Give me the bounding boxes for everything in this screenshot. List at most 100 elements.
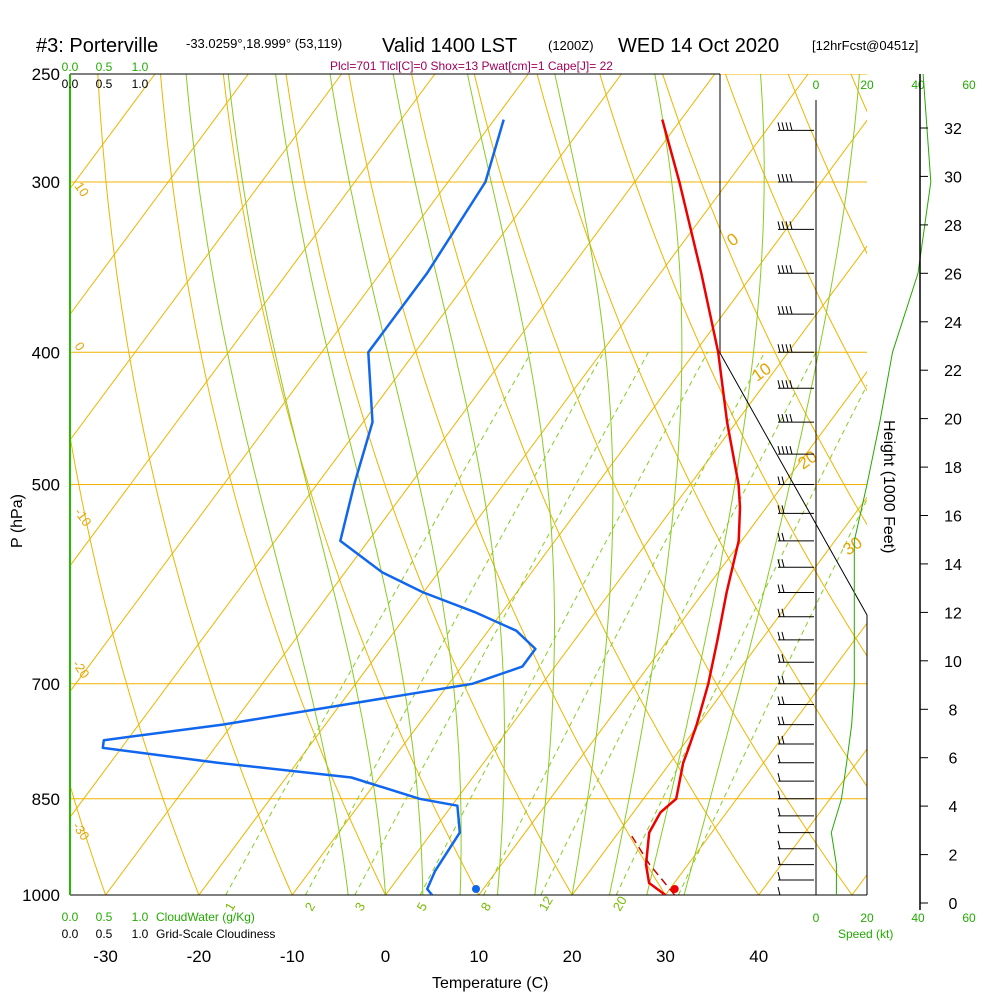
wind-barb-feather: [777, 886, 781, 896]
dry-adiabat-line: [222, 74, 480, 895]
wind-barb-feather: [777, 305, 781, 315]
wind-barb-feather: [777, 716, 781, 725]
temperature-tick-label: 20: [563, 947, 582, 966]
moist-adiabat-line: [608, 74, 683, 895]
surface-temperature-dot: [670, 885, 679, 893]
cloudwater-top-tick: 0.5: [96, 60, 113, 74]
isotherm-line: [198, 74, 809, 895]
wind-barb-feather: [785, 445, 789, 455]
cloudwater-bottom-tick: 0.0: [62, 910, 79, 924]
temperature-tick-label: 0: [381, 947, 390, 966]
wind-barb: [777, 735, 814, 745]
dewpoint-profile-line: [101, 119, 537, 895]
wind-barb-feather: [781, 608, 785, 617]
height-tick-label: 6: [949, 751, 958, 768]
mixing-ratio-label: 12: [536, 893, 556, 913]
wind-barb-feather: [777, 735, 781, 745]
height-tick-label: 4: [949, 799, 958, 816]
wind-barb-feather: [777, 265, 781, 274]
height-tick-label: 16: [944, 509, 962, 526]
dry-adiabat-line: [0, 74, 12, 895]
cloudiness-top-tick: 1.0: [132, 77, 149, 91]
wind-barb-feather: [785, 221, 789, 230]
wind-barb-feather: [789, 173, 793, 183]
wind-barb-feather: [777, 380, 781, 389]
mixing-ratio-label: 20: [610, 893, 630, 913]
dry-adiabat-line: [70, 783, 107, 895]
potential-temperature-label: 0: [723, 229, 742, 250]
isotherm-line: [385, 245, 867, 895]
isotherm-line: [105, 74, 716, 895]
moist-adiabat-line: [185, 74, 349, 895]
isotherm-line: [758, 748, 867, 895]
wind-barb-feather: [777, 824, 781, 833]
dry-adiabat-line: [97, 74, 293, 895]
wind-barb-feather: [781, 380, 785, 389]
wind-barb: [777, 675, 814, 685]
wind-barb-feather: [785, 265, 789, 274]
wind-barb-feather: [781, 173, 785, 183]
zulu-time: (1200Z): [548, 38, 594, 53]
dry-adiabat-line: [536, 74, 867, 788]
pressure-tick-label: 400: [32, 343, 60, 362]
wind-barb-feather: [785, 305, 789, 315]
speed-bottom-tick: 40: [911, 911, 925, 925]
cloudiness-bottom-tick: 0.0: [62, 927, 79, 941]
mixing-ratio-label: 5: [414, 900, 431, 914]
wind-barb-feather: [789, 265, 793, 274]
wind-barb: [777, 505, 814, 514]
wind-barb-feather: [789, 380, 793, 389]
wind-barb-feather: [777, 221, 781, 230]
isotherm-label: 10: [72, 179, 93, 199]
wind-barb-feather: [777, 654, 781, 663]
wind-barb: [777, 559, 814, 568]
temperature-tick-label: 40: [749, 947, 768, 966]
forecast-run: [12hrFcst@0451z]: [812, 38, 918, 53]
dry-adiabat-line: [914, 74, 1000, 895]
pressure-tick-label: 700: [32, 675, 60, 694]
wind-barb-feather: [781, 654, 785, 663]
pressure-tick-label: 250: [32, 65, 60, 84]
wind-barb-feather: [781, 476, 785, 485]
wind-barb-feather: [781, 221, 785, 230]
height-tick-label: 10: [944, 654, 962, 671]
speed-bottom-tick: 20: [860, 911, 874, 925]
wind-barb-feather: [781, 505, 785, 514]
wind-barb-feather: [777, 122, 781, 131]
height-tick-label: 24: [944, 315, 962, 332]
surface-dewpoint-dot: [472, 885, 480, 893]
wind-barb: [777, 532, 814, 542]
speed-legend: Speed (kt): [838, 927, 893, 941]
wind-barb-feather: [781, 305, 785, 315]
temperature-tick-label: -10: [280, 947, 305, 966]
isotherm-line: [70, 74, 343, 441]
wind-barb: [777, 631, 814, 641]
wind-barb-feather: [777, 584, 781, 593]
height-tick-label: 12: [944, 605, 962, 622]
wind-barb-feather: [777, 754, 781, 763]
cloudiness-bottom-tick: 1.0: [132, 927, 149, 941]
wind-barb: [777, 856, 814, 866]
wind-barb: [777, 772, 814, 782]
speed-top-tick: 0: [813, 78, 820, 92]
dry-adiabat-line: [724, 74, 867, 392]
wind-barb-feather: [785, 173, 789, 183]
wind-barb: [777, 305, 814, 315]
cloudiness-top-tick: 0.0: [62, 77, 79, 91]
wind-barb-feather: [789, 445, 793, 455]
wind-barb: [777, 122, 814, 131]
wind-barb-feather: [777, 675, 781, 684]
cloudwater-top-tick: 0.0: [62, 60, 79, 74]
speed-top-tick: 20: [860, 78, 874, 92]
dry-adiabat-line: [599, 74, 867, 657]
speed-bottom-tick: 60: [962, 911, 976, 925]
temperature-profile-line: [644, 119, 742, 895]
cloudiness-top-tick: 0.5: [96, 77, 113, 91]
wind-barb-feather: [777, 559, 781, 568]
speed-top-tick: 40: [911, 78, 925, 92]
wind-barb-feather: [777, 505, 781, 514]
temperature-tick-label: 10: [469, 947, 488, 966]
wind-barb-feather: [781, 532, 785, 542]
wind-barb: [777, 754, 814, 764]
wind-barb: [777, 265, 814, 274]
